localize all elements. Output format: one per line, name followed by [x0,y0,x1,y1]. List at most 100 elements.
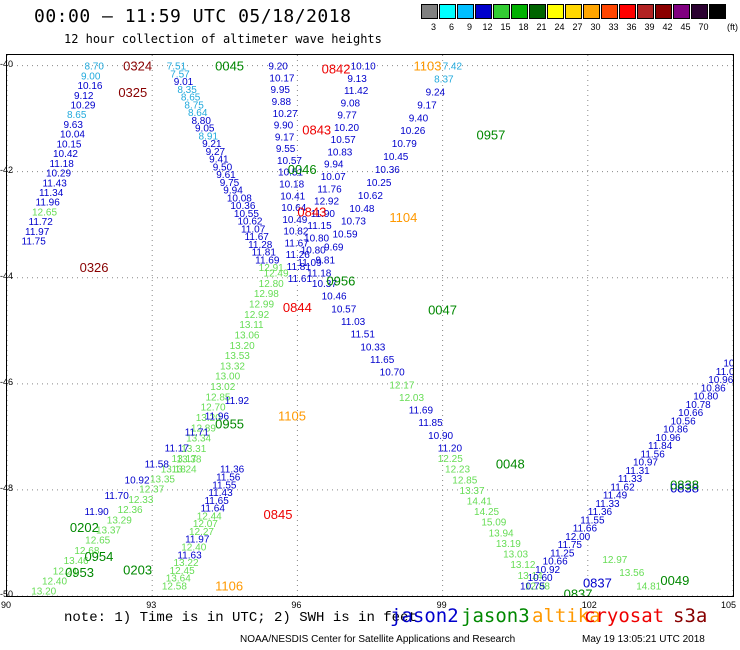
wave-height-value: 11.36 [220,465,245,476]
wave-height-value: 10.36 [230,201,255,212]
wave-height-value: 10.07 [321,172,346,183]
wave-height-value: 11.90 [84,507,109,518]
wave-height-value: 9.24 [426,87,446,98]
wave-height-value: 10.92 [535,565,560,576]
wave-height-value: 13.38 [176,454,201,465]
pass-time-label: 0956 [326,273,355,288]
wave-height-value: 13.24 [172,465,197,476]
wave-height-value: 11.85 [418,418,443,429]
wave-height-value: 10.16 [77,81,102,92]
wave-height-value: 11.43 [208,488,233,499]
pass-time-label: 0954 [84,549,113,564]
wave-height-value: 11.75 [22,237,47,248]
wave-height-value: 12.03 [399,393,424,404]
pass-time-label: 0045 [215,59,244,74]
wave-height-value: 11.66 [573,524,598,535]
wave-height-value: 10.29 [46,169,71,180]
wave-height-value: 11.55 [580,515,605,526]
wave-height-value: 7.42 [443,62,463,73]
track-j-blue-left: 11.92 11.96 11.71 11.17 11.58 10.92 11.70 11.90 [84,396,249,518]
wave-height-value: 10.62 [237,217,262,228]
pass-time-label: 0837 [564,586,593,596]
wave-height-value: 10.98 [723,359,733,370]
scale-label: 33 [608,22,619,32]
scale-swatch-1 [439,4,456,19]
wave-height-value: 13.11 [239,320,264,331]
wave-height-value: 8.65 [67,110,87,121]
scale-label: 12 [482,22,493,32]
wave-height-value: 10.64 [281,203,306,214]
scale-swatch-9 [583,4,600,19]
map-plot-area: 8.70 9.00 10.16 9.12 10.29 8.65 9.63 10.04 10.15… [6,54,740,601]
wave-height-value: 10.57 [331,304,356,315]
wave-height-value: 10.83 [327,147,352,158]
wave-height-value: 10.80 [304,233,329,244]
wave-height-value: 11.33 [618,474,643,485]
wave-height-value: 11.43 [42,178,67,189]
pass-time-label: 1105 [278,409,306,424]
wave-height-value: 9.13 [347,74,367,85]
wave-height-value: 11.18 [49,159,74,170]
wave-height-value: 10.73 [341,217,366,228]
wave-height-value: 11.67 [245,232,270,243]
wave-height-value: 9.77 [337,111,357,122]
wave-height-value: 9.17 [275,132,295,143]
wave-height-value: 9.61 [216,170,236,181]
wave-height-value: 12.17 [389,380,414,391]
lon-tick-label: 99 [436,600,447,610]
wave-height-value: 11.26 [286,250,311,261]
wave-height-value: 13.19 [496,539,521,550]
scale-label: 18 [518,22,529,32]
pass-time-label: 0325 [118,85,147,100]
scale-swatch-4 [493,4,510,19]
footer-note: note: 1) Time is in UTC; 2) SWH is in fe… [64,610,417,626]
wave-height-value: 9.01 [174,77,194,88]
lon-tick-label: 105 [721,600,737,610]
pass-time-label: 0049 [660,573,689,588]
wave-height-value: 13.31 [181,444,206,455]
wave-height-value: 11.09 [297,258,322,269]
lat-tick-label: -46 [0,376,14,387]
wave-height-value: 10.25 [366,178,391,189]
lat-tick-label: -44 [0,270,14,281]
wave-height-value: 12.88 [525,581,550,592]
wave-height-value: 11.72 [29,217,54,228]
pass-time-label: 0046 [288,162,317,177]
wave-height-value: 10.29 [70,101,95,112]
track-k-mixed-lower: 11.3611.5611.5511.4311.6511.6412.4412.07… [162,465,245,593]
wave-height-value: 10.62 [358,191,383,202]
wave-height-value: 11.62 [610,482,635,493]
wave-height-value: 12.85 [452,475,477,486]
wave-height-value: 12.45 [170,566,195,577]
wave-height-value: 13.12 [510,560,535,571]
wave-height-value: 10.26 [400,126,425,137]
wave-height-value: 12.37 [139,485,164,496]
wave-height-value: 10.97 [633,458,658,469]
lon-tick-label: 96 [291,600,302,610]
wave-height-value: 13.32 [220,361,245,372]
scale-swatch-14 [673,4,690,19]
scale-label: 39 [644,22,655,32]
wave-height-value: 13.02 [210,382,235,393]
wave-height-value: 8.64 [188,108,208,119]
wave-height-value: 9.17 [417,100,437,111]
wave-height-value: 11.18 [307,268,332,279]
wave-height-value: 13.06 [234,330,259,341]
wave-height-value: 9.27 [206,147,226,158]
lon-tick-label: 93 [146,600,157,610]
wave-height-value: 9.88 [272,97,292,108]
wave-height-value: 10.59 [332,230,357,241]
satellite-label-cryosat: cryosat [584,605,665,627]
wave-height-value: 7.51 [167,62,187,73]
scale-label: 27 [572,22,583,32]
scale-swatch-11 [619,4,636,19]
wave-height-value: 10.66 [543,557,568,568]
wave-height-value: 13.17 [172,454,197,465]
wave-height-value: 13.03 [503,550,528,561]
wave-height-value: 12.89 [191,423,216,434]
wave-height-value: 11.58 [145,459,170,470]
track-b-cyan: 7.517.579.018.358.658.758.648.809.058.91… [167,62,284,275]
pass-time-label: 0048 [496,456,525,471]
wave-height-value: 11.90 [311,209,336,220]
